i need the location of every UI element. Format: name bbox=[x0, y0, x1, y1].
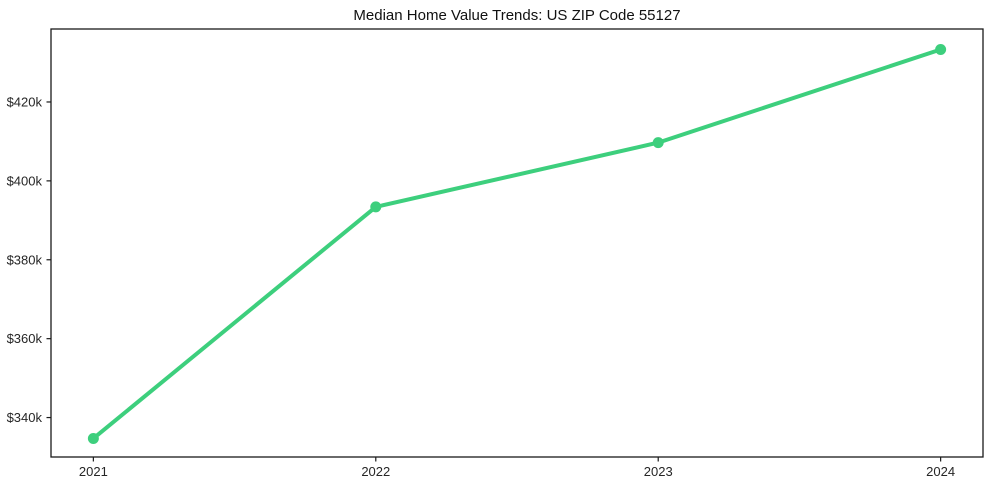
chart-title: Median Home Value Trends: US ZIP Code 55… bbox=[353, 7, 681, 24]
plot-area-border bbox=[50, 28, 984, 458]
data-point-marker-2024 bbox=[935, 44, 947, 56]
data-point-marker-2022 bbox=[370, 201, 382, 213]
x-tick-label: 2021 bbox=[79, 464, 108, 479]
data-point-marker-2023 bbox=[652, 137, 664, 149]
y-tick-label: $400k bbox=[7, 173, 43, 188]
x-tick-label: 2022 bbox=[361, 464, 390, 479]
y-tick-label: $340k bbox=[7, 410, 43, 425]
y-tick-label: $360k bbox=[7, 331, 43, 346]
x-tick-label: 2023 bbox=[644, 464, 673, 479]
data-point-marker-2021 bbox=[87, 432, 99, 444]
y-tick-label: $420k bbox=[7, 94, 43, 109]
y-tick-label: $380k bbox=[7, 252, 43, 267]
x-tick-label: 2024 bbox=[926, 464, 955, 479]
trend-line bbox=[91, 47, 943, 441]
